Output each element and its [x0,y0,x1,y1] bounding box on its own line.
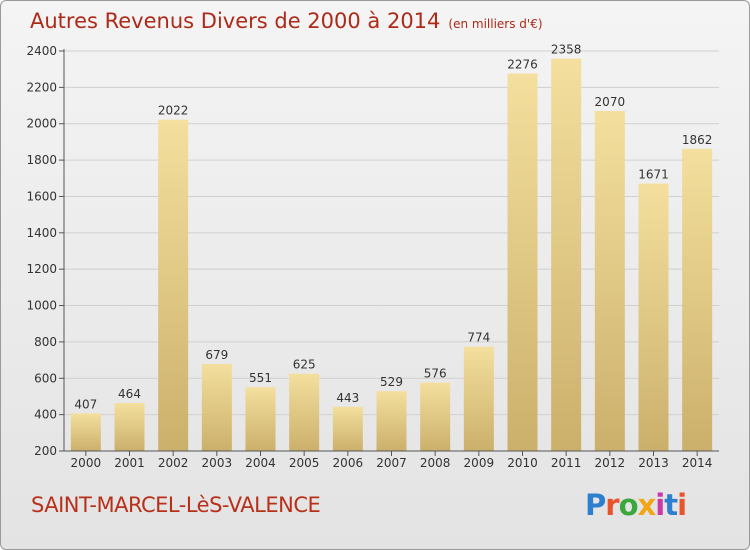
bar-2004 [245,387,276,451]
bar-2001 [114,403,145,451]
logo-letter: i [677,488,687,522]
data-label-2004: 551 [249,371,272,385]
bar-2007 [376,391,407,451]
x-tick-label: 2003 [202,456,233,470]
bar-2003 [201,363,232,451]
proxiti-logo: Proxiti [585,488,687,522]
y-tick-label: 400 [34,408,57,422]
data-label-2014: 1862 [682,133,713,147]
data-label-2013: 1671 [638,168,669,182]
y-tick-label: 600 [34,371,57,385]
commune-name: SAINT-MARCEL-LèS-VALENCE [31,493,321,517]
data-label-2003: 679 [205,348,228,362]
x-tick-label: 2012 [595,456,626,470]
logo-letter: x [637,488,657,522]
x-tick-label: 2011 [551,456,582,470]
bar-2012 [594,111,625,451]
bar-2002 [158,119,189,452]
logo-letter: P [585,488,606,522]
data-label-2005: 625 [293,358,316,372]
x-tick-label: 2014 [682,456,713,470]
y-tick-label: 1000 [26,299,57,313]
x-tick-label: 2008 [420,456,451,470]
data-label-2006: 443 [336,391,359,405]
data-label-2009: 774 [467,331,490,345]
x-tick-label: 2013 [638,456,669,470]
data-label-2012: 2070 [595,95,626,109]
x-tick-label: 2001 [114,456,145,470]
bar-2008 [420,382,451,451]
axes: 200 400 600 800 1000 1200 1400 1600 1800 2000 2200… [26,44,719,470]
x-tick-label: 2007 [376,456,407,470]
y-tick-label: 1800 [26,153,57,167]
data-label-2008: 576 [424,367,447,381]
logo-letter: t [664,488,678,522]
bar-2009 [463,346,494,451]
x-tick-label: 2010 [507,456,538,470]
logo-letter: i [655,488,665,522]
y-tick-label: 800 [34,335,57,349]
chart-title: Autres Revenus Divers de 2000 à 2014 (en … [30,9,543,33]
y-tick-label: 200 [34,444,57,458]
y-tick-label: 2200 [26,80,57,94]
y-tick-label: 1400 [26,226,57,240]
x-tick-label: 2000 [71,456,102,470]
logo-letter: o [618,488,639,522]
y-tick-label: 2000 [26,117,57,131]
x-tick-label: 2005 [289,456,320,470]
x-tick-label: 2002 [158,456,189,470]
x-tick-label: 2004 [245,456,276,470]
data-label-2011: 2358 [551,43,582,57]
x-tick-label: 2006 [333,456,364,470]
y-tick-label: 2400 [26,44,57,58]
data-label-2000: 407 [74,397,97,411]
logo-letter: r [605,488,619,522]
bar-2005 [289,373,320,451]
data-label-2010: 2276 [507,58,538,72]
bar-2000 [70,413,101,451]
data-label-2007: 529 [380,375,403,389]
bars: 407 464 2022 679 551 625 443 529 576 774 2276 2358 2… [70,43,713,452]
bar-2006 [332,406,363,451]
y-tick-label: 1200 [26,262,57,276]
bar-2010 [507,73,538,451]
data-label-2002: 2022 [158,104,189,118]
data-label-2001: 464 [118,387,141,401]
bar-2014 [682,148,713,451]
bar-2011 [551,58,582,452]
chart-title-text: Autres Revenus Divers de 2000 à 2014 [30,9,441,33]
chart-unit: (en milliers d'€) [448,17,543,31]
y-tick-label: 1600 [26,189,57,203]
x-tick-label: 2009 [464,456,495,470]
bar-2013 [638,183,669,451]
